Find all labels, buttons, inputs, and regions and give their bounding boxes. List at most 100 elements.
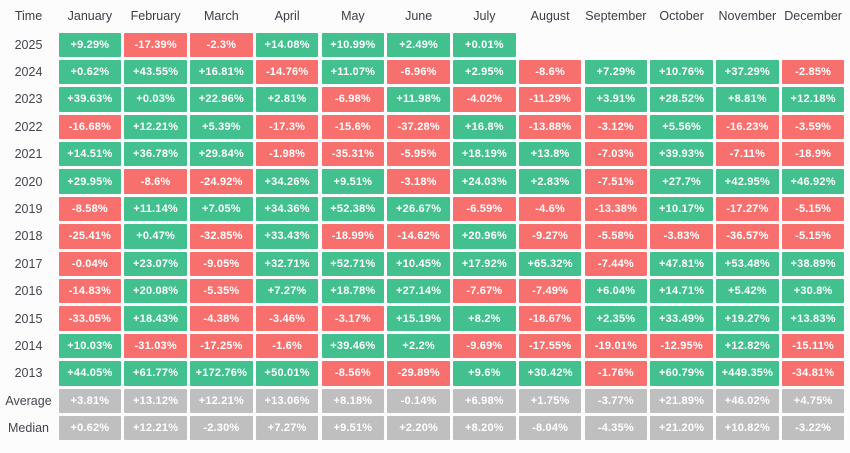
- return-value: -0.04%: [58, 251, 122, 277]
- return-cell: +0.01%: [452, 31, 518, 58]
- return-value: -6.98%: [321, 87, 385, 112]
- return-cell: +3.91%: [583, 86, 649, 113]
- return-value: -1.98%: [255, 142, 319, 167]
- return-cell: +34.36%: [254, 195, 320, 222]
- return-value: +8.81%: [716, 87, 779, 112]
- return-value: +13.8%: [518, 142, 582, 167]
- row-label-2016: 2016: [14, 284, 43, 299]
- return-cell: +18.43%: [123, 305, 189, 332]
- month-header-june: June: [405, 8, 433, 23]
- return-cell: +14.51%: [57, 141, 123, 168]
- return-value: -2.85%: [781, 59, 845, 85]
- return-value: +12.21%: [124, 114, 187, 140]
- return-value: +10.17%: [650, 196, 713, 222]
- table-row: 2015 -33.05% +18.43% -4.38% -3.46% -3.17% +15.…: [0, 305, 846, 332]
- return-value: +15.19%: [387, 306, 450, 331]
- return-value: -5.35%: [190, 279, 253, 304]
- return-cell: -34.81%: [780, 360, 846, 387]
- return-value: +18.19%: [453, 142, 516, 167]
- return-value: -36.57%: [716, 224, 779, 249]
- table-row: Average +3.81% +13.12% +12.21% +13.06% +8.18%…: [0, 387, 846, 414]
- return-cell: +5.56%: [649, 113, 715, 140]
- return-cell: +42.95%: [715, 168, 781, 195]
- return-value: +34.36%: [255, 196, 319, 222]
- return-cell: +10.76%: [649, 58, 715, 85]
- return-cell: -18.99%: [320, 223, 386, 250]
- return-cell: -16.68%: [57, 113, 123, 140]
- return-cell: -8.6%: [517, 58, 583, 85]
- table-row: 2018 -25.41% +0.47% -32.85% +33.43% -18.99% -1…: [0, 223, 846, 250]
- return-value: +39.93%: [650, 142, 713, 167]
- return-cell: +12.82%: [715, 332, 781, 359]
- return-cell: +17.92%: [452, 250, 518, 277]
- return-cell: -24.92%: [189, 168, 255, 195]
- return-value: -34.81%: [781, 361, 845, 386]
- return-value: +36.78%: [124, 142, 187, 167]
- return-value: -7.67%: [453, 279, 516, 304]
- return-cell: +0.03%: [123, 86, 189, 113]
- return-cell: +9.51%: [320, 414, 386, 441]
- table-row: Median +0.62% +12.21% -2.30% +7.27% +9.51% +2.…: [0, 414, 846, 441]
- return-value: -12.95%: [650, 333, 713, 359]
- return-cell: -25.41%: [57, 223, 123, 250]
- return-cell: +0.62%: [57, 58, 123, 85]
- return-value: -11.29%: [518, 87, 582, 112]
- return-cell: -15.11%: [780, 332, 846, 359]
- return-cell: -3.22%: [780, 414, 846, 441]
- return-value: +22.96%: [190, 87, 253, 112]
- return-value: -35.31%: [321, 142, 385, 167]
- return-cell: +46.92%: [780, 168, 846, 195]
- return-value: +33.43%: [255, 224, 319, 249]
- return-value: -3.77%: [584, 388, 648, 413]
- return-cell: +7.27%: [254, 414, 320, 441]
- month-header-october: October: [659, 8, 704, 23]
- return-cell: +7.27%: [254, 278, 320, 305]
- row-label-2014: 2014: [14, 338, 43, 353]
- return-cell: +1.75%: [517, 387, 583, 414]
- return-cell: -3.17%: [320, 305, 386, 332]
- return-cell: -5.95%: [386, 141, 452, 168]
- return-value: -17.27%: [716, 196, 779, 222]
- return-value: +52.71%: [321, 251, 385, 277]
- return-cell: +2.81%: [254, 86, 320, 113]
- return-cell: -4.35%: [583, 414, 649, 441]
- month-header-may: May: [341, 8, 365, 23]
- row-label-2015: 2015: [14, 311, 43, 326]
- return-value: -4.38%: [190, 306, 253, 331]
- return-value: +11.07%: [321, 59, 385, 85]
- return-cell: +16.81%: [189, 58, 255, 85]
- return-value: -9.69%: [453, 333, 516, 359]
- return-cell: -7.44%: [583, 250, 649, 277]
- return-cell: +10.17%: [649, 195, 715, 222]
- return-cell: -13.88%: [517, 113, 583, 140]
- month-header-november: November: [718, 8, 777, 23]
- row-label-median: Median: [8, 421, 49, 436]
- return-cell: -9.27%: [517, 223, 583, 250]
- month-header-april: April: [274, 8, 300, 23]
- return-cell: +9.29%: [57, 31, 123, 58]
- return-cell: +26.67%: [386, 195, 452, 222]
- table-row: 2023 +39.63% +0.03% +22.96% +2.81% -6.98% +11.…: [0, 86, 846, 113]
- return-cell: [583, 31, 649, 58]
- return-value: -6.96%: [387, 59, 450, 85]
- return-value: -15.6%: [321, 114, 385, 140]
- return-cell: +27.7%: [649, 168, 715, 195]
- return-value: +2.95%: [453, 59, 516, 85]
- return-value: +0.01%: [453, 32, 516, 57]
- return-value: +11.98%: [387, 87, 450, 112]
- return-cell: +10.82%: [715, 414, 781, 441]
- return-value: -7.44%: [584, 251, 648, 277]
- return-cell: -1.76%: [583, 360, 649, 387]
- return-value: -6.59%: [453, 196, 516, 222]
- return-cell: -8.56%: [320, 360, 386, 387]
- return-value: -1.6%: [255, 333, 319, 359]
- return-cell: +65.32%: [517, 250, 583, 277]
- return-value: +9.29%: [58, 32, 122, 57]
- return-value: +18.43%: [124, 306, 187, 331]
- return-cell: -6.98%: [320, 86, 386, 113]
- return-cell: +2.95%: [452, 58, 518, 85]
- return-value: +2.49%: [387, 32, 450, 57]
- return-cell: +12.21%: [189, 387, 255, 414]
- return-value: +29.84%: [190, 142, 253, 167]
- return-value: -5.15%: [781, 224, 845, 249]
